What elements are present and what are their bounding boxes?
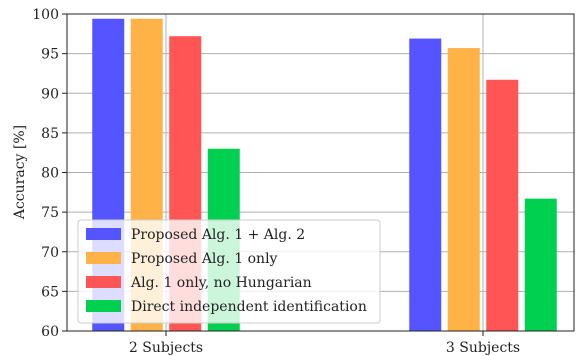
bar: [409, 38, 442, 331]
legend-swatch: [86, 252, 121, 264]
y-tick-label: 90: [41, 86, 59, 102]
bar: [447, 48, 480, 331]
y-tick-label: 100: [32, 7, 59, 23]
legend-label: Proposed Alg. 1 + Alg. 2: [131, 227, 305, 243]
y-ticks: 60 65 70 75 80 85 90 95 100: [32, 7, 67, 340]
legend-swatch: [86, 228, 121, 240]
x-tick-label: 3 Subjects: [446, 340, 520, 356]
y-tick-label: 85: [41, 126, 59, 142]
legend-label: Alg. 1 only, no Hungarian: [130, 275, 312, 291]
legend-swatch: [86, 276, 121, 288]
y-tick-label: 70: [41, 245, 59, 261]
y-tick-label: 95: [41, 47, 59, 63]
legend-label: Proposed Alg. 1 only: [131, 251, 278, 267]
x-ticks: 2 Subjects 3 Subjects: [129, 331, 520, 356]
y-tick-label: 80: [41, 166, 59, 182]
x-tick-label: 2 Subjects: [129, 340, 203, 356]
bar: [524, 198, 557, 331]
legend-items: Proposed Alg. 1 + Alg. 2 Proposed Alg. 1 …: [86, 227, 367, 315]
legend: Proposed Alg. 1 + Alg. 2 Proposed Alg. 1 …: [77, 219, 381, 324]
bar: [486, 79, 519, 331]
y-axis-label: Accuracy [%]: [12, 125, 28, 220]
y-tick-label: 75: [41, 205, 59, 221]
y-tick-label: 60: [41, 324, 59, 340]
legend-swatch: [86, 300, 121, 312]
legend-label: Direct independent identification: [131, 299, 367, 315]
y-tick-label: 65: [41, 284, 59, 300]
legend-frame: [77, 219, 381, 324]
